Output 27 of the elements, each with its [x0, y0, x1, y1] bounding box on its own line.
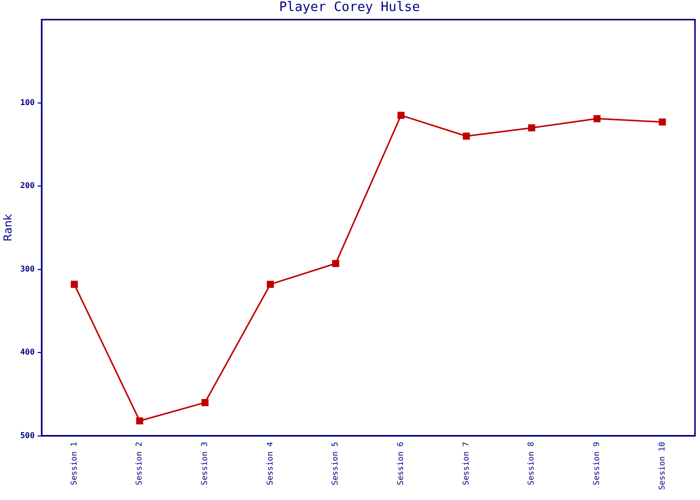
point [266, 280, 274, 288]
y-tick-label: 500 [20, 430, 35, 440]
y-tick-label: 300 [20, 264, 35, 274]
y-tick-label: 400 [20, 348, 35, 357]
x-tick-label: Session 4 [265, 442, 274, 486]
y-axis-title: Rank [1, 213, 14, 242]
x-tick-label: Session 6 [396, 442, 406, 486]
point [70, 280, 78, 288]
point [528, 124, 536, 132]
x-tick-label: Session 1 [69, 442, 78, 486]
y-tick-label: 200 [20, 181, 35, 190]
x-tick-label: Session 8 [526, 442, 536, 486]
x-tick-label: Session 9 [592, 442, 602, 486]
point [462, 132, 470, 140]
x-tick-label: Session 5 [330, 442, 340, 486]
point [201, 399, 209, 406]
point [593, 115, 601, 122]
x-tick-label: Session 10 [657, 442, 666, 490]
point [658, 118, 666, 126]
point [332, 260, 340, 268]
point [397, 112, 405, 119]
point [136, 417, 144, 424]
x-tick-label: Session 2 [134, 442, 144, 486]
x-tick-label: Session 3 [200, 442, 210, 486]
chart-title: Player Corey Hulse [279, 0, 420, 16]
y-tick-label: 100 [20, 98, 35, 107]
x-tick-label: Session 7 [461, 442, 470, 486]
